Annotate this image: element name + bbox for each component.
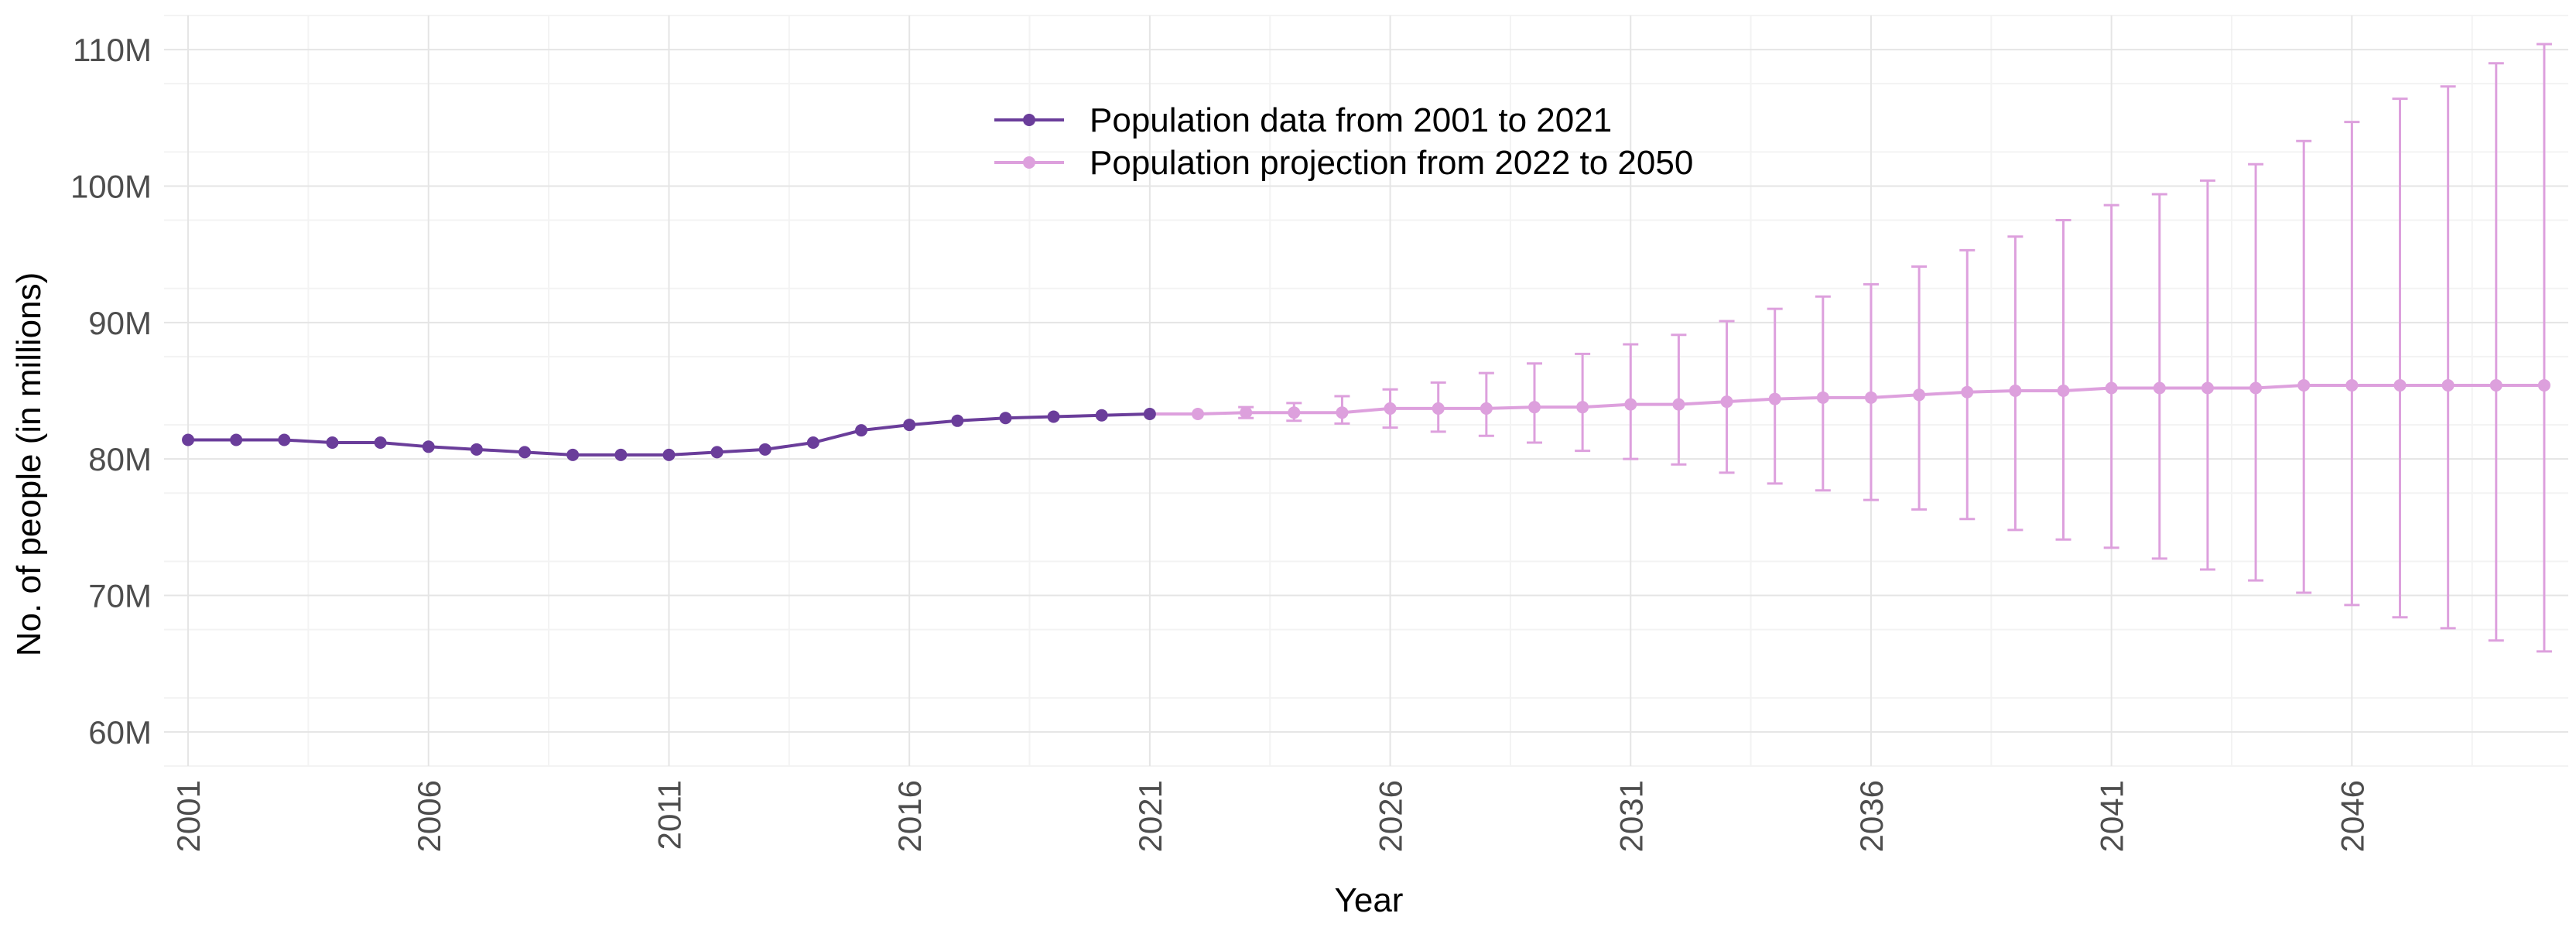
data-point-projection xyxy=(1768,392,1781,405)
data-point-historical xyxy=(999,412,1012,425)
data-point-historical xyxy=(470,443,483,456)
data-point-historical xyxy=(855,424,868,437)
data-point-historical xyxy=(518,446,532,459)
data-point-historical xyxy=(662,448,676,461)
data-point-projection xyxy=(1816,391,1829,404)
x-tick-label: 2006 xyxy=(411,780,447,852)
data-point-projection xyxy=(1240,406,1253,419)
y-tick-label: 80M xyxy=(88,441,152,477)
data-point-historical xyxy=(806,436,819,450)
data-point-historical xyxy=(1143,407,1156,420)
y-axis-ticks: 60M 70M 80M 90M 100M 110M xyxy=(70,32,152,751)
data-point-projection xyxy=(2153,381,2166,395)
data-point-historical xyxy=(374,436,387,450)
data-point-projection xyxy=(1480,402,1493,415)
y-tick-label: 110M xyxy=(73,32,152,68)
y-tick-label: 70M xyxy=(88,578,152,614)
data-point-historical xyxy=(230,433,243,446)
data-point-historical xyxy=(614,448,628,461)
x-tick-label: 2026 xyxy=(1373,780,1409,852)
data-point-projection xyxy=(2105,381,2118,395)
x-axis-ticks: 2001 2006 2011 2016 2021 2026 2031 2036 2041 2046 xyxy=(170,780,2370,852)
data-point-projection xyxy=(1527,401,1541,414)
x-tick-label: 2041 xyxy=(2094,780,2130,852)
y-axis-title: No. of people (in millions) xyxy=(10,272,48,656)
data-point-projection xyxy=(1864,391,1877,404)
grid xyxy=(164,15,2568,767)
y-tick-label: 90M xyxy=(88,305,152,341)
data-point-projection xyxy=(2537,378,2550,392)
legend-label-historical: Population data from 2001 to 2021 xyxy=(1090,101,1612,139)
data-point-projection xyxy=(1961,385,1974,399)
x-tick-label: 2036 xyxy=(1853,780,1890,852)
data-point-projection xyxy=(2297,378,2311,392)
data-point-projection xyxy=(2393,378,2407,392)
data-point-historical xyxy=(422,440,435,453)
x-tick-label: 2031 xyxy=(1613,780,1649,852)
x-tick-label: 2016 xyxy=(891,780,928,852)
data-point-projection xyxy=(1672,398,1685,411)
x-tick-label: 2021 xyxy=(1132,780,1168,852)
series-layer xyxy=(182,43,2552,653)
data-point-projection xyxy=(1913,388,1926,402)
data-point-historical xyxy=(903,419,916,432)
x-tick-label: 2046 xyxy=(2334,780,2370,852)
data-point-historical xyxy=(710,446,724,459)
data-point-historical xyxy=(1095,409,1108,422)
data-point-historical xyxy=(182,433,195,446)
legend: Population data from 2001 to 2021 Popula… xyxy=(994,101,1693,182)
data-point-projection xyxy=(2345,378,2359,392)
data-point-historical xyxy=(326,436,339,450)
data-point-projection xyxy=(2249,381,2263,395)
data-point-projection xyxy=(1288,406,1301,419)
series-line-projection xyxy=(1149,383,2544,416)
data-point-projection xyxy=(2009,385,2022,397)
data-point-historical xyxy=(1047,410,1060,423)
data-point-projection xyxy=(1432,402,1445,415)
data-point-projection xyxy=(1576,401,1589,414)
data-point-projection xyxy=(2441,378,2455,392)
data-point-projection xyxy=(1624,398,1637,411)
data-point-projection xyxy=(2057,385,2070,397)
data-point-projection xyxy=(1720,395,1733,409)
x-axis-title: Year xyxy=(1335,881,1404,919)
data-point-historical xyxy=(951,414,964,427)
data-point-historical xyxy=(566,448,580,461)
legend-key-point-projection xyxy=(1023,156,1035,169)
data-point-historical xyxy=(278,433,291,446)
legend-key-point-historical xyxy=(1023,114,1035,126)
legend-label-projection: Population projection from 2022 to 2050 xyxy=(1090,144,1693,182)
y-tick-label: 100M xyxy=(70,168,152,204)
data-point-projection xyxy=(2201,381,2214,395)
x-tick-label: 2011 xyxy=(651,780,687,850)
y-tick-label: 60M xyxy=(88,714,152,751)
data-point-projection xyxy=(1192,407,1205,420)
data-point-projection xyxy=(2489,378,2502,392)
x-tick-label: 2001 xyxy=(170,780,207,852)
data-point-projection xyxy=(1336,406,1349,419)
data-point-projection xyxy=(1384,402,1397,415)
data-point-historical xyxy=(758,443,771,456)
